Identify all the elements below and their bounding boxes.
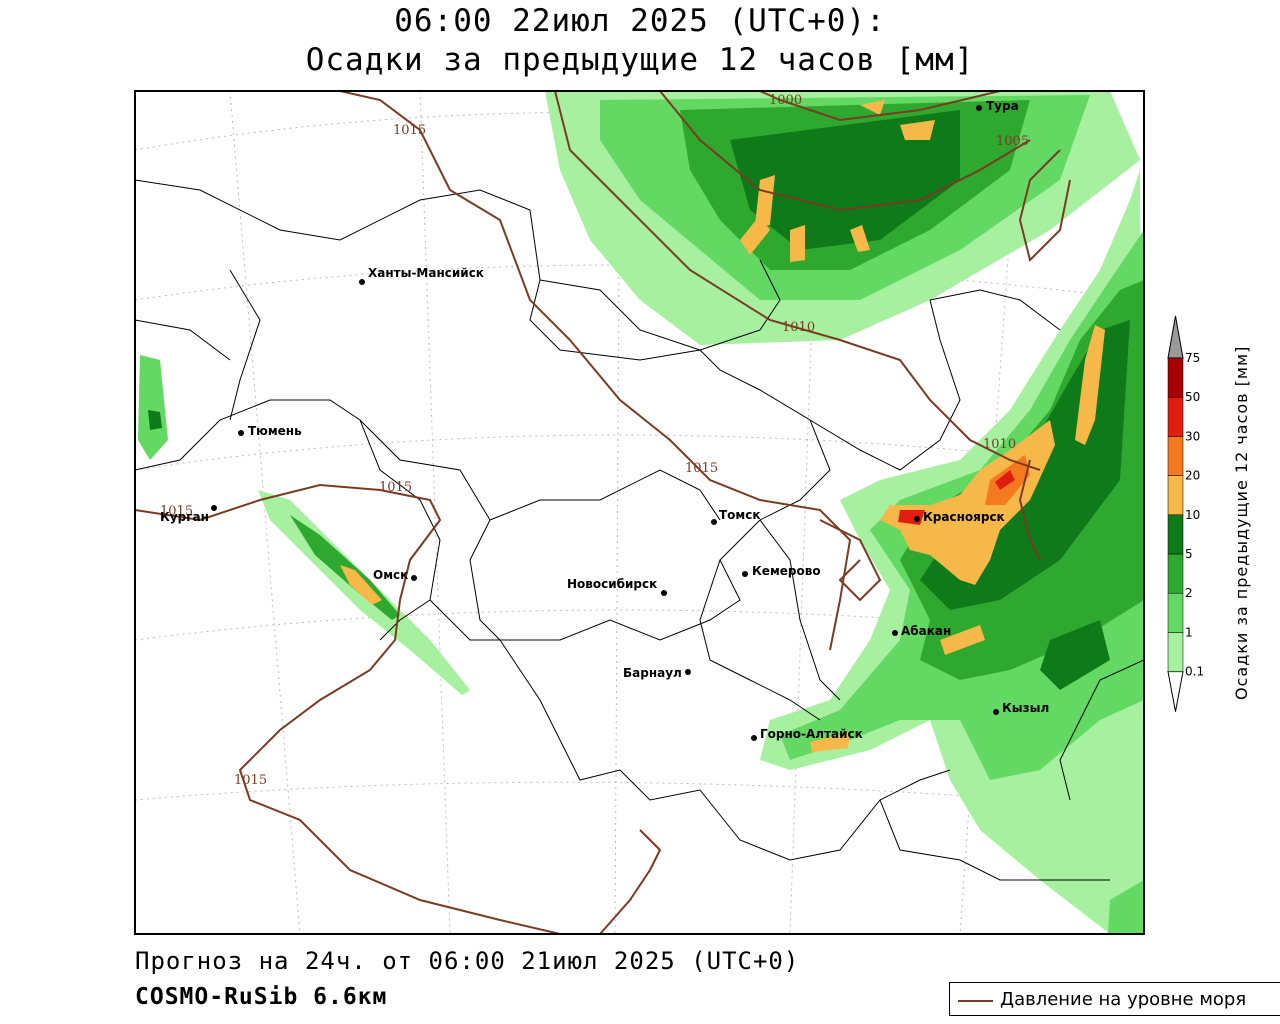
forecast-info: Прогноз на 24ч. от 06:00 21июл 2025 (UTC… <box>135 947 800 975</box>
colorbar-tick-label: 75 <box>1185 351 1200 365</box>
colorbar-tick-label: 2 <box>1185 586 1193 600</box>
colorbar-bin <box>1167 357 1184 398</box>
isobar-legend-line <box>958 1000 993 1002</box>
isobar-label: 1005 <box>996 134 1029 149</box>
city-label: Барнаул <box>623 666 682 680</box>
precip-east-band <box>760 170 1144 934</box>
city-label: Тюмень <box>248 424 302 438</box>
colorbar-tick-label: 50 <box>1185 390 1200 404</box>
model-name: COSMO-RuSib 6.6км <box>135 984 388 1010</box>
city-dot <box>661 590 667 596</box>
colorbar-tick-label: 30 <box>1185 429 1200 443</box>
map-title-time: 06:00 22июл 2025 (UTC+0): <box>394 3 886 39</box>
city-dot <box>976 105 982 111</box>
city-markers: Тура Ханты-Мансийск Тюмень Курган Омск Т… <box>160 99 1049 741</box>
city-dot <box>892 630 898 636</box>
colorbar-tick-label: 0.1 <box>1185 665 1204 679</box>
city-label: Кызыл <box>1002 701 1049 715</box>
city-label: Новосибирск <box>567 577 657 591</box>
colorbar: 0.1 1 2 5 10 20 30 50 75 <box>1167 315 1204 712</box>
colorbar-tick-label: 5 <box>1185 547 1193 561</box>
city-dot <box>742 571 748 577</box>
colorbar-tick-label: 20 <box>1185 469 1200 483</box>
isobars <box>135 91 1071 934</box>
city-dot <box>711 519 717 525</box>
isobar-label: 1015 <box>685 461 718 476</box>
colorbar-tick-label: 1 <box>1185 625 1193 639</box>
city-dot <box>914 516 920 522</box>
isobar-legend-label: Давление на уровне моря <box>1000 989 1247 1010</box>
city-dot <box>993 709 999 715</box>
city-dot <box>359 279 365 285</box>
city-label: Омск <box>373 568 408 582</box>
isobar-label: 1010 <box>782 320 815 335</box>
colorbar-over-triangle <box>1167 315 1184 359</box>
colorbar-bin <box>1167 396 1184 437</box>
colorbar-bin <box>1167 632 1184 672</box>
isobar-label: 1000 <box>769 93 802 108</box>
city-dot <box>751 735 757 741</box>
precip-north-band <box>545 91 1140 345</box>
city-label: Курган <box>160 510 209 524</box>
isobar-label: 1015 <box>234 773 267 788</box>
city-label: Горно-Алтайск <box>760 727 863 741</box>
city-label: Красноярск <box>923 510 1005 524</box>
colorbar-tick-label: 10 <box>1185 508 1200 522</box>
isobar-label: 1015 <box>160 504 193 519</box>
city-label: Томск <box>719 508 761 522</box>
city-label: Абакан <box>901 624 951 638</box>
city-label: Ханты-Мансийск <box>368 266 484 280</box>
isobar-label: 1015 <box>393 123 426 138</box>
colorbar-title: Осадки за предыдущие 12 часов [мм] <box>1232 345 1251 700</box>
city-dot <box>411 575 417 581</box>
isobar-label: 1010 <box>983 437 1016 452</box>
map-frame <box>134 90 1145 935</box>
city-dot <box>685 669 691 675</box>
colorbar-bin <box>1167 475 1184 516</box>
city-dot <box>211 505 217 511</box>
colorbar-bin <box>1167 553 1184 594</box>
precip-omsk-band <box>138 355 1144 934</box>
admin-borders <box>135 179 1144 881</box>
city-label: Кемерово <box>752 564 821 578</box>
isobar-legend: Давление на уровне моря <box>949 982 1280 1016</box>
colorbar-under-triangle <box>1167 671 1184 712</box>
colorbar-bin <box>1167 514 1184 555</box>
colorbar-bin <box>1167 436 1184 476</box>
city-label: Тура <box>986 99 1019 113</box>
isobar-labels: 1000 1005 1010 1015 1015 1015 1015 1015 … <box>160 93 1029 788</box>
map-title-variable: Осадки за предыдущие 12 часов [мм] <box>305 42 975 78</box>
isobar-label: 1015 <box>379 480 412 495</box>
colorbar-bin <box>1167 592 1184 633</box>
city-dot <box>238 430 244 436</box>
